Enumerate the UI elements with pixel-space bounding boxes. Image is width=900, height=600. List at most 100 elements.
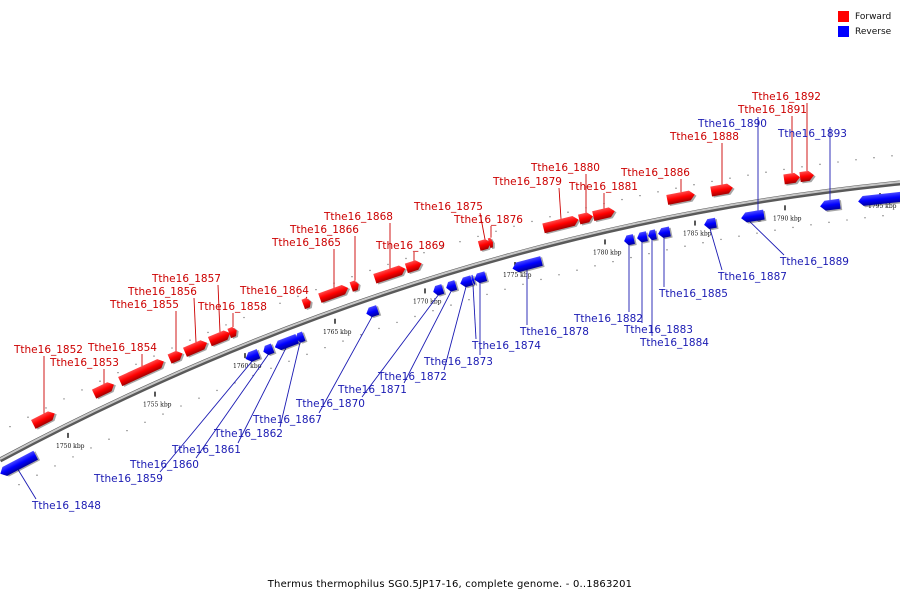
minor-dot bbox=[81, 389, 83, 391]
gene-arrow-Tthe16_1887[interactable] bbox=[703, 217, 719, 232]
gene-label[interactable]: Tthe16_1873 bbox=[423, 356, 493, 368]
gene-arrow-Tthe16_1853[interactable] bbox=[91, 379, 118, 400]
gene-label[interactable]: Tthe16_1866 bbox=[289, 224, 359, 236]
gene-arrow-Tthe16_1893[interactable] bbox=[819, 198, 843, 213]
gene-label[interactable]: Tthe16_1882 bbox=[573, 313, 643, 325]
gene-arrow-Tthe16_1861[interactable] bbox=[273, 333, 301, 353]
tick-label: 1775 kbp bbox=[503, 272, 532, 279]
gene-arrow-Tthe16_1881[interactable] bbox=[592, 206, 617, 223]
gene-label[interactable]: Tthe16_1864 bbox=[239, 285, 309, 297]
gene-arrow-Tthe16_1866[interactable] bbox=[349, 279, 363, 293]
gene-arrow-Tthe16_1854[interactable] bbox=[118, 356, 168, 387]
gene-arrow-Tthe16_1855[interactable] bbox=[167, 348, 187, 365]
gene-label[interactable]: Tthe16_1859 bbox=[93, 473, 163, 485]
gene-label[interactable]: Tthe16_1872 bbox=[377, 371, 447, 383]
gene-arrow-unlabeled[interactable] bbox=[858, 191, 900, 208]
gene-arrow-Tthe16_1885[interactable] bbox=[657, 226, 673, 240]
gene-label[interactable]: Tthe16_1871 bbox=[337, 384, 407, 396]
leader-line bbox=[361, 295, 439, 398]
gene-label[interactable]: Tthe16_1862 bbox=[213, 428, 283, 440]
gene-label[interactable]: Tthe16_1860 bbox=[129, 459, 199, 471]
gene-arrow-Tthe16_1852[interactable] bbox=[31, 408, 59, 430]
gene-label[interactable]: Tthe16_1874 bbox=[471, 340, 541, 352]
gene-label[interactable]: Tthe16_1852 bbox=[13, 344, 83, 356]
gene-arrow-Tthe16_1859[interactable] bbox=[244, 348, 263, 364]
gene-arrow-Tthe16_1874[interactable] bbox=[471, 274, 478, 286]
gene-arrow-Tthe16_1876[interactable] bbox=[487, 237, 496, 250]
gene-label[interactable]: Tthe16_1881 bbox=[568, 181, 638, 193]
gene-label[interactable]: Tthe16_1890 bbox=[697, 118, 767, 130]
gene-arrow-Tthe16_1880[interactable] bbox=[578, 211, 596, 226]
minor-dot bbox=[837, 161, 839, 163]
gene-label[interactable]: Tthe16_1892 bbox=[751, 91, 821, 103]
gene-label[interactable]: Tthe16_1857 bbox=[151, 273, 221, 285]
gene-label[interactable]: Tthe16_1856 bbox=[127, 286, 197, 298]
gene-arrow-Tthe16_1865[interactable] bbox=[318, 283, 352, 304]
gene-label[interactable]: Tthe16_1869 bbox=[375, 240, 445, 252]
genome-axis bbox=[0, 181, 900, 460]
gene-arrow-body bbox=[446, 280, 458, 292]
gene-arrow-Tthe16_1892[interactable] bbox=[799, 170, 816, 184]
gene-label[interactable]: Tthe16_1885 bbox=[658, 288, 728, 300]
gene-label[interactable]: Tthe16_1879 bbox=[492, 176, 562, 188]
gene-arrow-Tthe16_1848[interactable] bbox=[0, 450, 41, 479]
minor-dot bbox=[792, 226, 794, 229]
gene-label[interactable]: Tthe16_1853 bbox=[49, 357, 119, 369]
gene-arrow-Tthe16_1872[interactable] bbox=[459, 275, 476, 290]
minor-dot bbox=[9, 425, 11, 428]
gene-arrow-Tthe16_1886[interactable] bbox=[666, 189, 697, 207]
gene-label[interactable]: Tthe16_1883 bbox=[623, 324, 693, 336]
gene-label[interactable]: Tthe16_1858 bbox=[197, 301, 267, 313]
gene-arrow-Tthe16_1884[interactable] bbox=[647, 229, 659, 242]
gene-label[interactable]: Tthe16_1854 bbox=[87, 342, 157, 354]
gene-arrow-Tthe16_1867[interactable] bbox=[365, 305, 382, 320]
gene-arrow-Tthe16_1879[interactable] bbox=[542, 214, 581, 235]
gene-arrow-Tthe16_1860[interactable] bbox=[262, 343, 277, 358]
gene-arrow-Tthe16_1870[interactable] bbox=[432, 284, 447, 298]
leader-line bbox=[193, 297, 197, 343]
gene-label[interactable]: Tthe16_1886 bbox=[620, 167, 690, 179]
gene-arrow-Tthe16_1856[interactable] bbox=[183, 338, 211, 359]
gene-arrow-Tthe16_1891[interactable] bbox=[783, 172, 802, 186]
gene-arrow-Tthe16_1871[interactable] bbox=[445, 280, 460, 294]
minor-dot bbox=[819, 163, 821, 166]
leader-line bbox=[709, 228, 723, 271]
gene-arrow-Tthe16_1857[interactable] bbox=[207, 328, 234, 348]
legend-reverse-label: Reverse bbox=[855, 26, 892, 37]
gene-arrow-body bbox=[592, 207, 615, 221]
gene-label[interactable]: Tthe16_1878 bbox=[519, 326, 589, 338]
gene-arrow-Tthe16_1883[interactable] bbox=[636, 231, 650, 245]
gene-label[interactable]: Tthe16_1868 bbox=[323, 211, 393, 223]
gene-arrow-Tthe16_1875[interactable] bbox=[477, 238, 494, 253]
minor-dot bbox=[801, 166, 803, 168]
gene-label[interactable]: Tthe16_1884 bbox=[639, 337, 709, 349]
gene-arrow-Tthe16_1873[interactable] bbox=[473, 271, 490, 286]
gene-label[interactable]: Tthe16_1855 bbox=[109, 299, 179, 311]
gene-label[interactable]: Tthe16_1893 bbox=[777, 128, 847, 140]
gene-label[interactable]: Tthe16_1848 bbox=[31, 500, 101, 512]
gene-label[interactable]: Tthe16_1865 bbox=[271, 237, 341, 249]
gene-arrow-Tthe16_1890[interactable] bbox=[751, 209, 767, 223]
gene-label[interactable]: Tthe16_1876 bbox=[453, 214, 523, 226]
gene-label[interactable]: Tthe16_1889 bbox=[779, 256, 849, 268]
gene-arrow-Tthe16_1888[interactable] bbox=[710, 183, 735, 198]
gene-arrow-Tthe16_1864[interactable] bbox=[301, 296, 315, 310]
gene-arrow-Tthe16_1882[interactable] bbox=[623, 234, 637, 248]
minor-dot bbox=[63, 398, 65, 400]
gene-arrow-body bbox=[477, 239, 491, 251]
gene-label[interactable]: Tthe16_1887 bbox=[717, 271, 787, 283]
gene-label[interactable]: Tthe16_1888 bbox=[669, 131, 739, 143]
gene-label[interactable]: Tthe16_1875 bbox=[413, 201, 483, 213]
gene-arrow-Tthe16_1878[interactable] bbox=[511, 256, 545, 275]
gene-label[interactable]: Tthe16_1861 bbox=[171, 444, 241, 456]
gene-arrow-Tthe16_1868[interactable] bbox=[373, 263, 408, 285]
gene-label[interactable]: Tthe16_1880 bbox=[530, 162, 600, 174]
gene-label[interactable]: Tthe16_1870 bbox=[295, 398, 365, 410]
gene-arrow-Tthe16_1858[interactable] bbox=[227, 325, 240, 339]
gene-arrow-body bbox=[512, 256, 543, 273]
gene-arrow-Tthe16_1869[interactable] bbox=[404, 258, 425, 275]
gene-arrow-Tthe16_1862[interactable] bbox=[294, 331, 308, 345]
gene-label[interactable]: Tthe16_1867 bbox=[252, 414, 322, 426]
minor-dot bbox=[756, 232, 758, 234]
gene-label[interactable]: Tthe16_1891 bbox=[737, 104, 807, 116]
